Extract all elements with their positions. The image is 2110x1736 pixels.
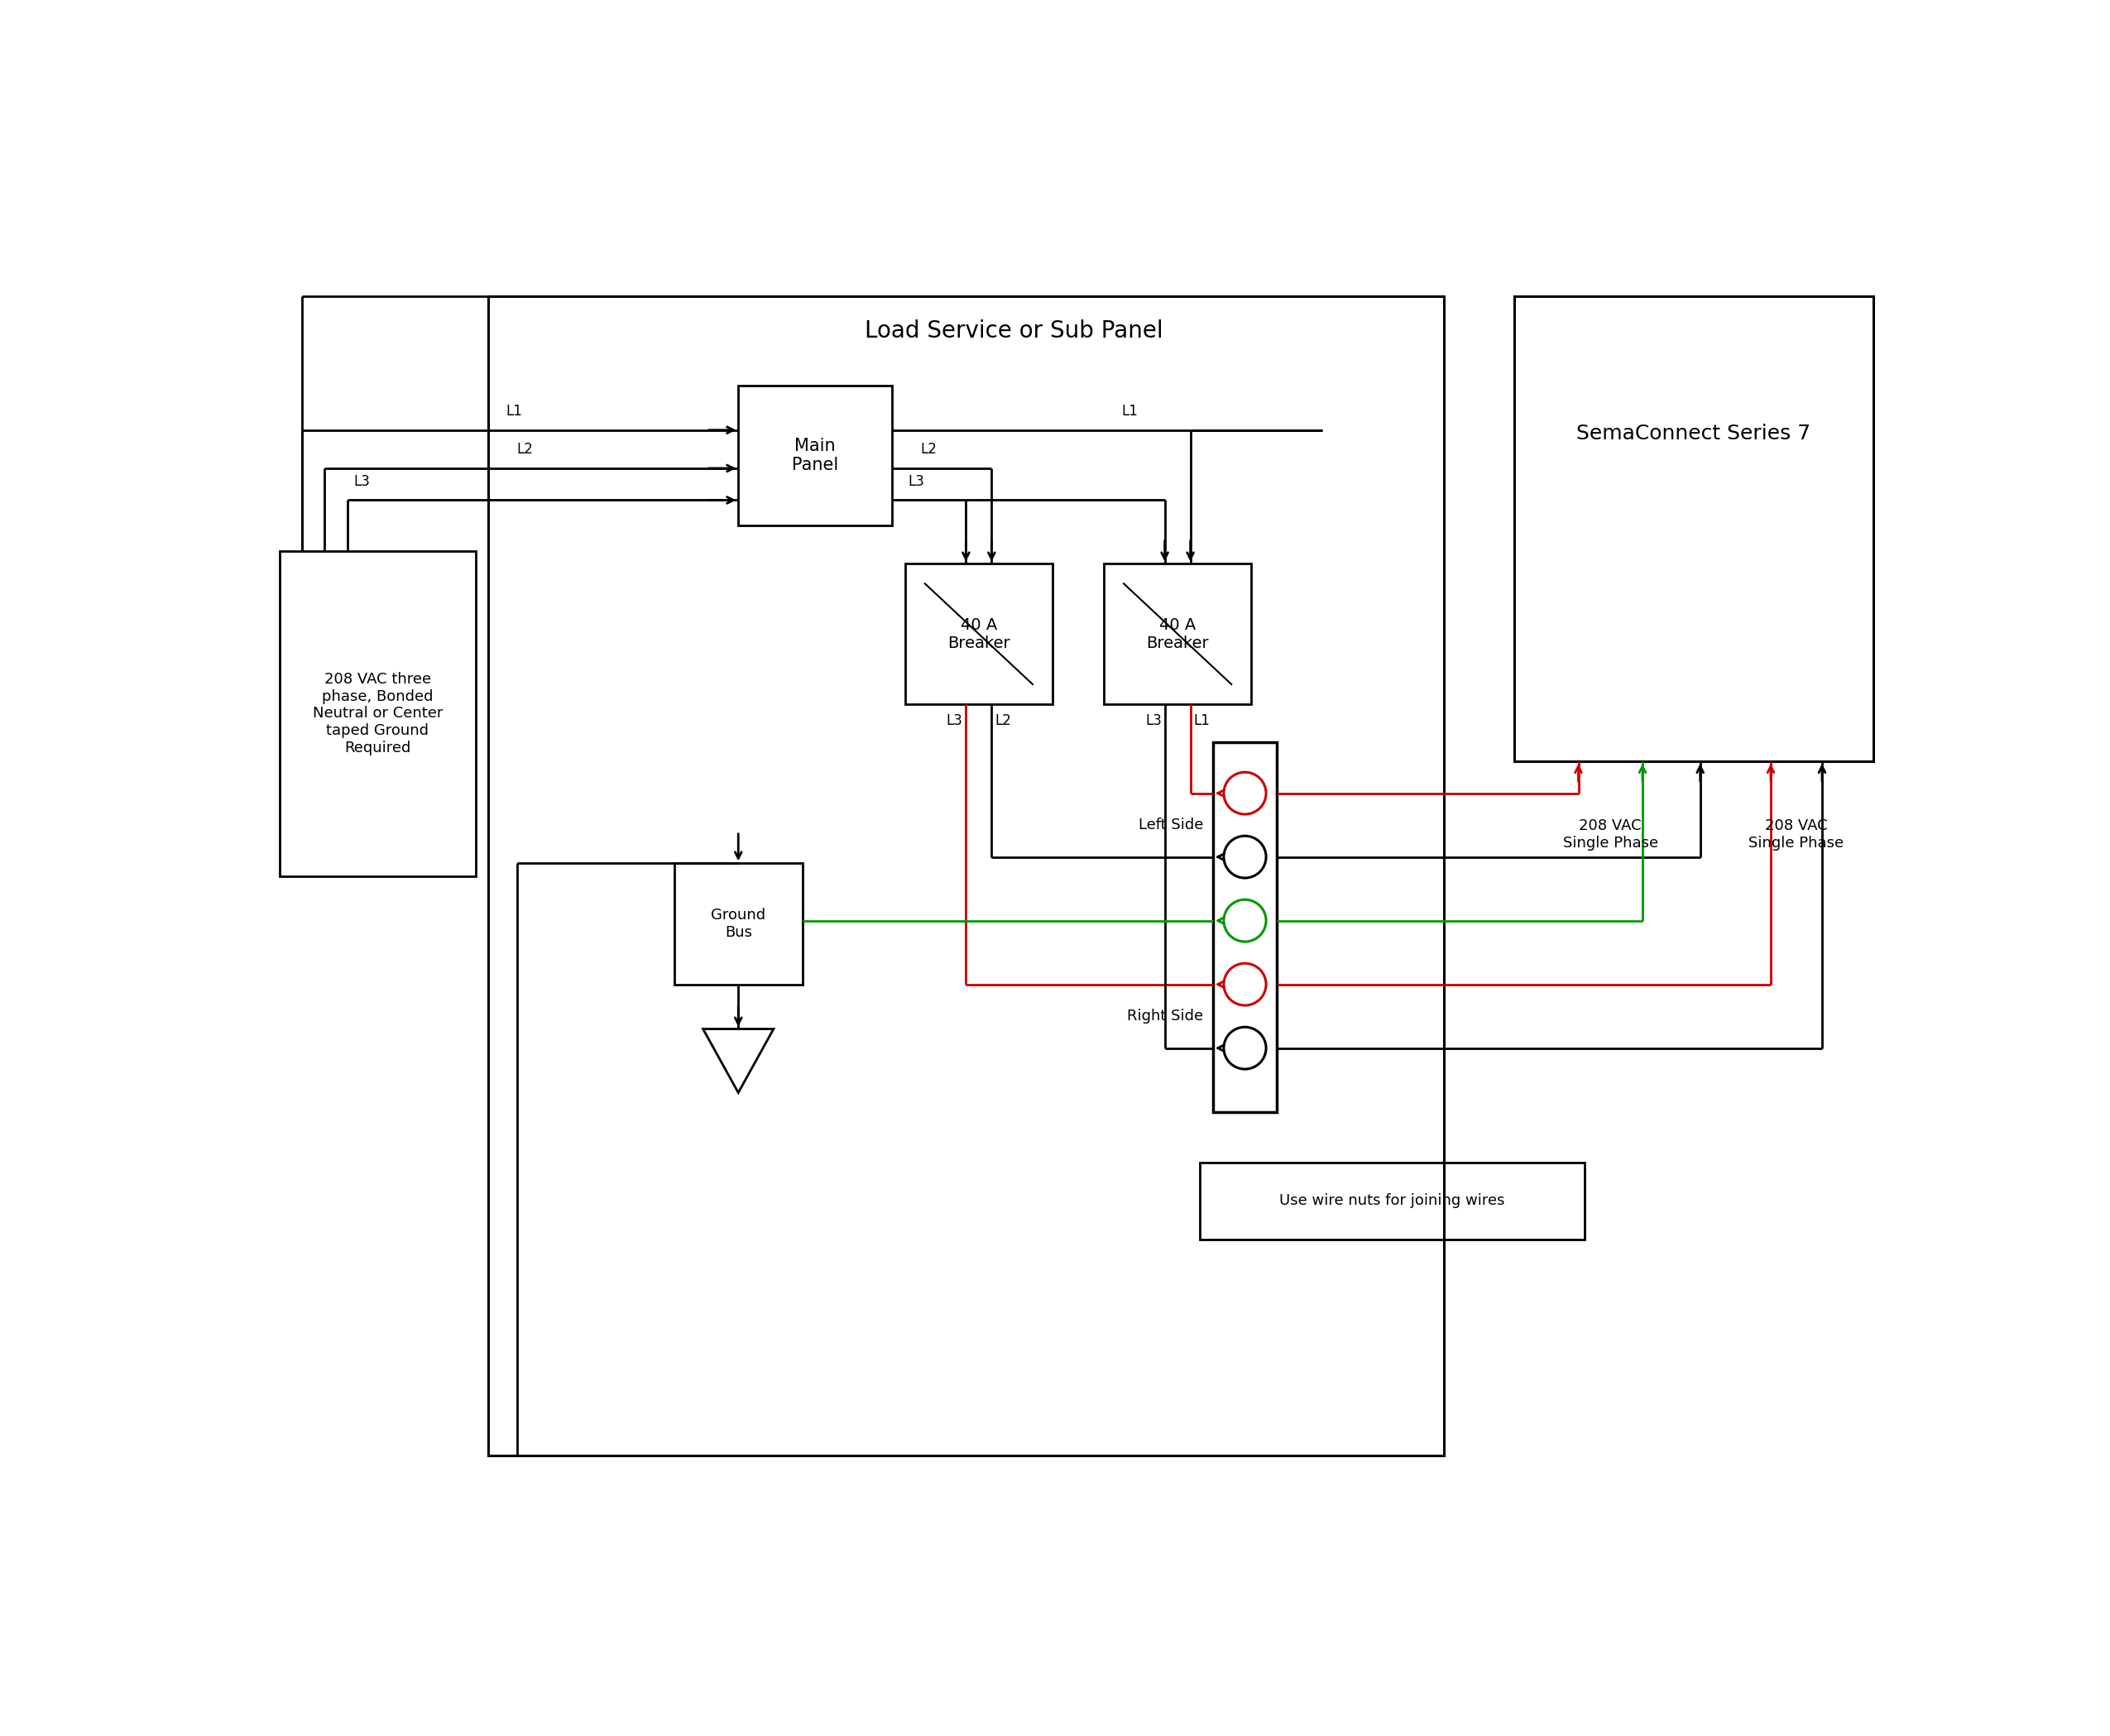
Text: L2: L2 bbox=[994, 713, 1011, 729]
Text: 40 A
Breaker: 40 A Breaker bbox=[1146, 616, 1209, 651]
Bar bbox=[281, 550, 475, 877]
Text: L1: L1 bbox=[1120, 404, 1137, 418]
Text: L1: L1 bbox=[506, 404, 521, 418]
Bar bbox=[1213, 743, 1277, 1111]
Text: L3: L3 bbox=[907, 474, 924, 488]
Text: 40 A
Breaker: 40 A Breaker bbox=[947, 616, 1011, 651]
Text: 208 VAC
Single Phase: 208 VAC Single Phase bbox=[1564, 819, 1658, 851]
Text: Ground
Bus: Ground Bus bbox=[711, 908, 766, 939]
Bar bbox=[905, 564, 1053, 705]
Text: Load Service or Sub Panel: Load Service or Sub Panel bbox=[865, 319, 1163, 344]
Text: L3: L3 bbox=[945, 713, 962, 729]
Text: Main
Panel: Main Panel bbox=[791, 437, 838, 474]
Text: Right Side: Right Side bbox=[1127, 1009, 1203, 1024]
Bar bbox=[738, 385, 893, 526]
Bar bbox=[487, 297, 1443, 1457]
Bar bbox=[1515, 297, 1874, 762]
Bar bbox=[1201, 1163, 1585, 1240]
Text: Left Side: Left Side bbox=[1139, 818, 1203, 833]
Text: L3: L3 bbox=[1146, 713, 1160, 729]
Bar bbox=[675, 863, 802, 984]
Text: L3: L3 bbox=[354, 474, 369, 488]
Text: 208 VAC
Single Phase: 208 VAC Single Phase bbox=[1749, 819, 1844, 851]
Bar bbox=[1104, 564, 1251, 705]
Text: 208 VAC three
phase, Bonded
Neutral or Center
taped Ground
Required: 208 VAC three phase, Bonded Neutral or C… bbox=[312, 672, 443, 755]
Text: L2: L2 bbox=[920, 443, 937, 457]
Text: L1: L1 bbox=[1194, 713, 1209, 729]
Text: Use wire nuts for joining wires: Use wire nuts for joining wires bbox=[1279, 1194, 1504, 1208]
Text: L2: L2 bbox=[517, 443, 534, 457]
Text: SemaConnect Series 7: SemaConnect Series 7 bbox=[1576, 424, 1810, 443]
